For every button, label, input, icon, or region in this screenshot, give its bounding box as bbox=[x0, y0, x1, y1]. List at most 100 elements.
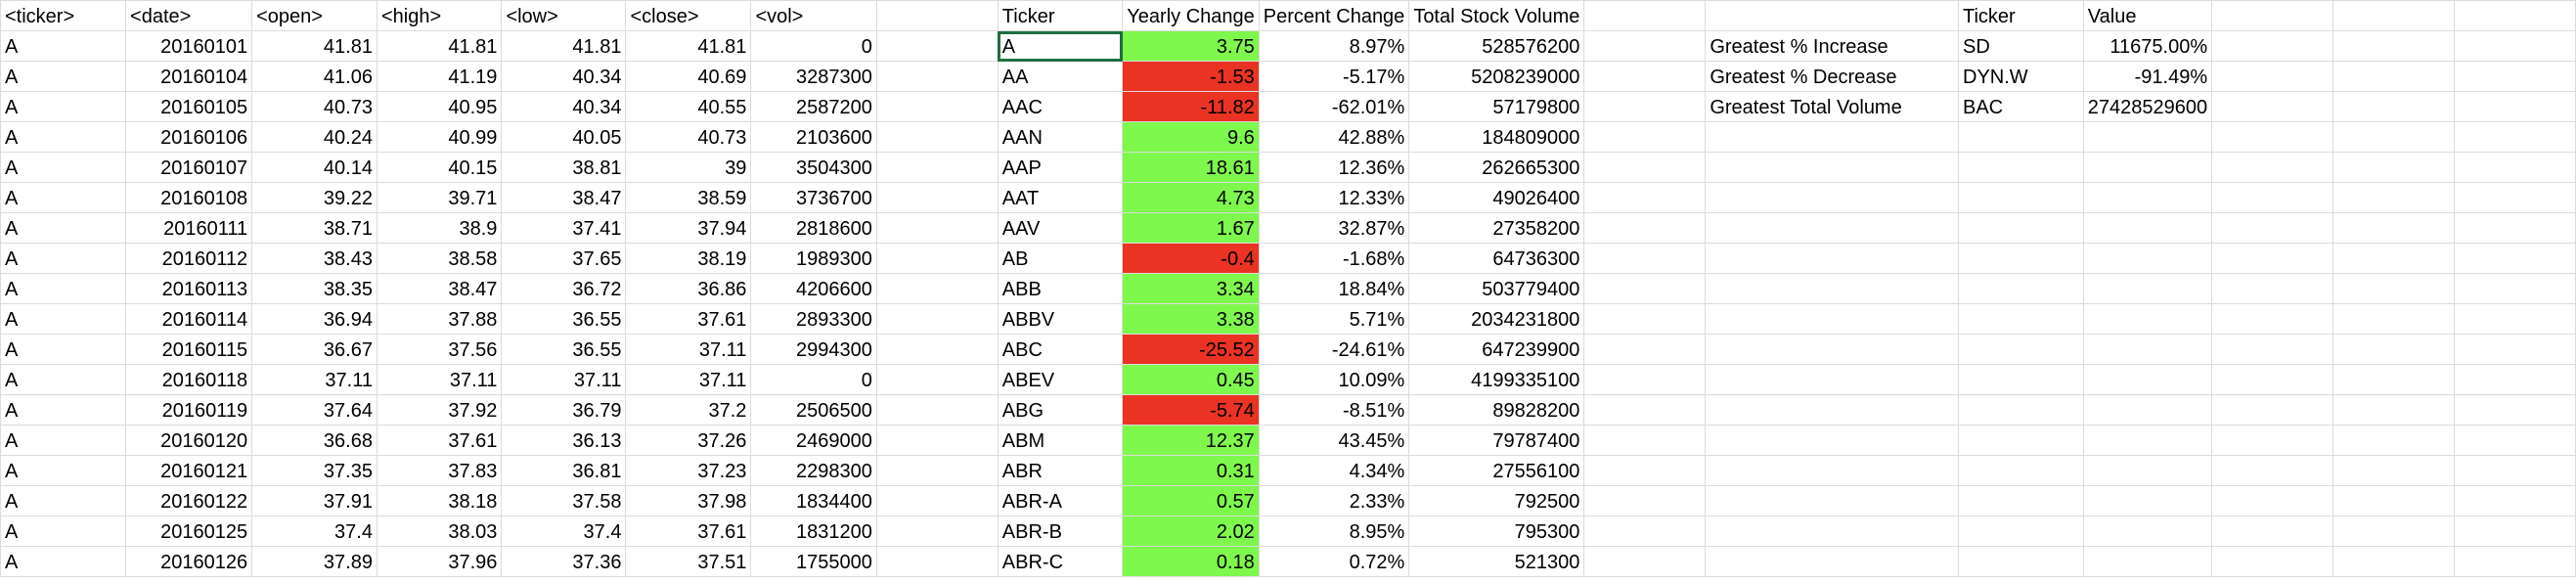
empty-cell[interactable] bbox=[1958, 212, 2084, 244]
raw-value-cell[interactable]: 1831200 bbox=[750, 516, 877, 547]
empty-cell[interactable] bbox=[875, 364, 999, 395]
raw-ticker-cell[interactable]: A bbox=[0, 303, 127, 335]
summary-ticker-cell[interactable]: ABR-C bbox=[997, 546, 1124, 577]
greatest-value-cell[interactable]: 27428529600 bbox=[2082, 91, 2213, 122]
empty-cell[interactable] bbox=[1583, 364, 1707, 395]
empty-cell[interactable] bbox=[875, 485, 999, 516]
empty-cell[interactable] bbox=[2332, 546, 2455, 577]
raw-value-cell[interactable]: 41.81 bbox=[625, 30, 752, 62]
empty-cell[interactable] bbox=[2332, 516, 2455, 547]
empty-cell[interactable] bbox=[1958, 303, 2084, 335]
empty-cell[interactable] bbox=[2211, 0, 2334, 31]
raw-value-cell[interactable]: 20160106 bbox=[125, 121, 253, 153]
empty-cell[interactable] bbox=[1958, 546, 2084, 577]
raw-value-cell[interactable]: 41.19 bbox=[376, 61, 503, 92]
empty-cell[interactable] bbox=[2211, 61, 2334, 92]
raw-value-cell[interactable]: 36.55 bbox=[501, 334, 627, 365]
empty-cell[interactable] bbox=[2211, 546, 2334, 577]
empty-cell[interactable] bbox=[875, 334, 999, 365]
summary-ticker-cell[interactable]: ABR-A bbox=[997, 485, 1124, 516]
empty-cell[interactable] bbox=[2082, 364, 2213, 395]
empty-cell[interactable] bbox=[1583, 152, 1707, 183]
empty-cell[interactable] bbox=[2211, 334, 2334, 365]
raw-value-cell[interactable]: 20160121 bbox=[125, 455, 253, 486]
empty-cell[interactable] bbox=[2082, 243, 2213, 274]
percent-change-cell[interactable]: 4.34% bbox=[1258, 455, 1410, 486]
raw-header-cell[interactable]: <low> bbox=[501, 0, 627, 31]
empty-cell[interactable] bbox=[2211, 516, 2334, 547]
raw-value-cell[interactable]: 36.94 bbox=[251, 303, 378, 335]
percent-change-cell[interactable]: 42.88% bbox=[1258, 121, 1410, 153]
raw-value-cell[interactable]: 37.11 bbox=[251, 364, 378, 395]
empty-cell[interactable] bbox=[875, 212, 999, 244]
empty-cell[interactable] bbox=[2211, 152, 2334, 183]
yearly-change-cell[interactable]: 1.67 bbox=[1122, 212, 1260, 244]
raw-value-cell[interactable]: 20160105 bbox=[125, 91, 253, 122]
raw-value-cell[interactable]: 37.89 bbox=[251, 546, 378, 577]
empty-cell[interactable] bbox=[875, 546, 999, 577]
percent-change-cell[interactable]: -1.68% bbox=[1258, 243, 1410, 274]
raw-value-cell[interactable]: 3287300 bbox=[750, 61, 877, 92]
empty-cell[interactable] bbox=[2453, 243, 2576, 274]
total-volume-cell[interactable]: 27556100 bbox=[1408, 455, 1585, 486]
raw-value-cell[interactable]: 37.61 bbox=[625, 516, 752, 547]
raw-value-cell[interactable]: 39.71 bbox=[376, 182, 503, 213]
raw-ticker-cell[interactable]: A bbox=[0, 425, 127, 456]
empty-cell[interactable] bbox=[2453, 152, 2576, 183]
raw-value-cell[interactable]: 37.11 bbox=[625, 334, 752, 365]
raw-value-cell[interactable]: 20160125 bbox=[125, 516, 253, 547]
raw-ticker-cell[interactable]: A bbox=[0, 182, 127, 213]
empty-cell[interactable] bbox=[1583, 91, 1707, 122]
empty-cell[interactable] bbox=[2332, 91, 2455, 122]
empty-cell[interactable] bbox=[1583, 455, 1707, 486]
raw-value-cell[interactable]: 38.58 bbox=[376, 243, 503, 274]
empty-cell[interactable] bbox=[2453, 61, 2576, 92]
yearly-change-cell[interactable]: -0.4 bbox=[1122, 243, 1260, 274]
empty-cell[interactable] bbox=[1958, 152, 2084, 183]
empty-cell[interactable] bbox=[2332, 243, 2455, 274]
total-volume-cell[interactable]: 57179800 bbox=[1408, 91, 1585, 122]
greatest-label-cell[interactable]: Greatest % Increase bbox=[1705, 30, 1959, 62]
empty-cell[interactable] bbox=[875, 243, 999, 274]
yearly-change-cell[interactable]: 0.57 bbox=[1122, 485, 1260, 516]
empty-cell[interactable] bbox=[1705, 364, 1959, 395]
empty-cell[interactable] bbox=[1583, 212, 1707, 244]
empty-cell[interactable] bbox=[2082, 455, 2213, 486]
raw-ticker-cell[interactable]: A bbox=[0, 364, 127, 395]
raw-value-cell[interactable]: 40.05 bbox=[501, 121, 627, 153]
empty-cell[interactable] bbox=[1705, 455, 1959, 486]
raw-value-cell[interactable]: 20160108 bbox=[125, 182, 253, 213]
percent-change-cell[interactable]: 32.87% bbox=[1258, 212, 1410, 244]
total-volume-cell[interactable]: 184809000 bbox=[1408, 121, 1585, 153]
empty-cell[interactable] bbox=[2453, 425, 2576, 456]
raw-value-cell[interactable]: 40.73 bbox=[625, 121, 752, 153]
empty-cell[interactable] bbox=[1958, 455, 2084, 486]
empty-cell[interactable] bbox=[2332, 303, 2455, 335]
empty-cell[interactable] bbox=[2332, 394, 2455, 426]
raw-value-cell[interactable]: 38.9 bbox=[376, 212, 503, 244]
raw-value-cell[interactable]: 41.81 bbox=[251, 30, 378, 62]
summary-header-cell[interactable]: Ticker bbox=[997, 0, 1124, 31]
raw-value-cell[interactable]: 36.86 bbox=[625, 273, 752, 304]
raw-value-cell[interactable]: 20160113 bbox=[125, 273, 253, 304]
raw-value-cell[interactable]: 1755000 bbox=[750, 546, 877, 577]
empty-cell[interactable] bbox=[1958, 121, 2084, 153]
yearly-change-cell[interactable]: 0.18 bbox=[1122, 546, 1260, 577]
empty-cell[interactable] bbox=[1958, 334, 2084, 365]
raw-value-cell[interactable]: 40.14 bbox=[251, 152, 378, 183]
empty-cell[interactable] bbox=[1583, 394, 1707, 426]
empty-cell[interactable] bbox=[1705, 546, 1959, 577]
summary-ticker-cell[interactable]: AA bbox=[997, 61, 1124, 92]
summary-header-cell[interactable]: Total Stock Volume bbox=[1408, 0, 1585, 31]
percent-change-cell[interactable]: -8.51% bbox=[1258, 394, 1410, 426]
total-volume-cell[interactable]: 2034231800 bbox=[1408, 303, 1585, 335]
empty-cell[interactable] bbox=[1958, 364, 2084, 395]
raw-value-cell[interactable]: 40.34 bbox=[501, 61, 627, 92]
raw-ticker-cell[interactable]: A bbox=[0, 485, 127, 516]
empty-cell[interactable] bbox=[1705, 182, 1959, 213]
yearly-change-cell[interactable]: 2.02 bbox=[1122, 516, 1260, 547]
empty-cell[interactable] bbox=[1583, 182, 1707, 213]
empty-cell[interactable] bbox=[2332, 121, 2455, 153]
summary-header-cell[interactable]: Yearly Change bbox=[1122, 0, 1260, 31]
raw-header-cell[interactable]: <date> bbox=[125, 0, 253, 31]
